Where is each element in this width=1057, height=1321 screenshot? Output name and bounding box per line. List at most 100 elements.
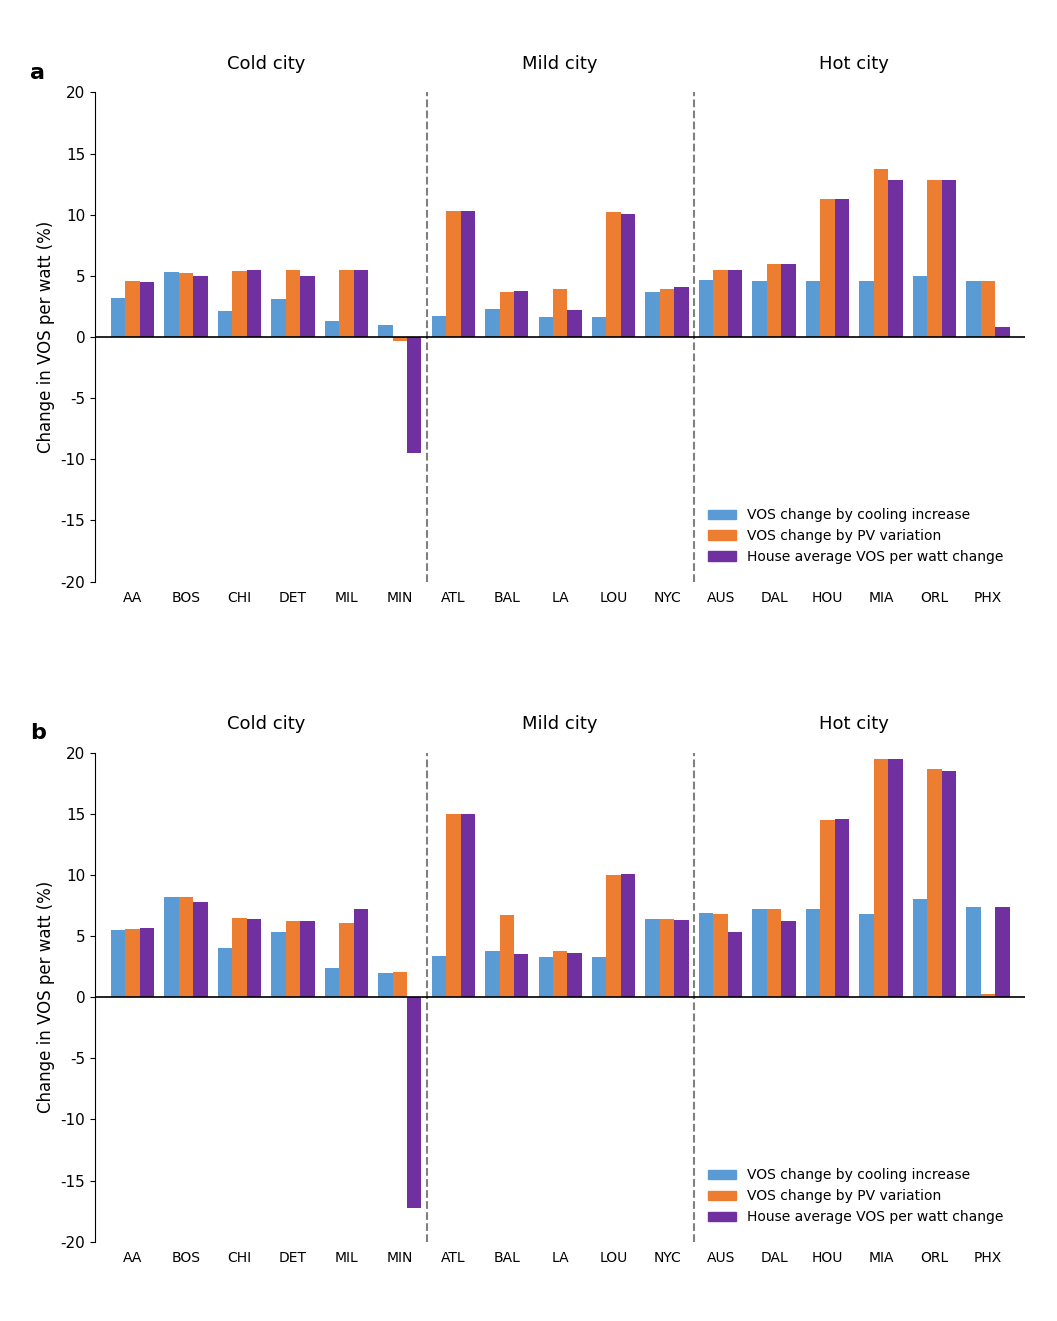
Bar	[646, 919, 660, 997]
Bar	[218, 312, 233, 337]
Legend: VOS change by cooling increase, VOS change by PV variation, House average VOS pe: VOS change by cooling increase, VOS chan…	[703, 1162, 1009, 1230]
Bar	[354, 269, 368, 337]
Bar	[485, 951, 500, 997]
Bar	[568, 954, 581, 997]
Bar	[514, 291, 528, 337]
Bar	[140, 281, 154, 337]
Bar	[913, 900, 927, 997]
Text: Mild city: Mild city	[522, 715, 598, 733]
Bar	[620, 873, 635, 997]
Bar	[378, 972, 392, 997]
Y-axis label: Change in VOS per watt (%): Change in VOS per watt (%)	[37, 881, 55, 1114]
Text: Hot city: Hot city	[819, 55, 889, 73]
Bar	[805, 281, 820, 337]
Bar	[407, 997, 422, 1207]
Bar	[942, 771, 957, 997]
Bar	[461, 211, 475, 337]
Bar	[820, 820, 835, 997]
Bar	[607, 875, 620, 997]
Bar	[981, 993, 995, 997]
Bar	[111, 297, 126, 337]
Bar	[592, 317, 607, 337]
Bar	[164, 897, 179, 997]
Bar	[646, 292, 660, 337]
Bar	[179, 897, 193, 997]
Bar	[981, 281, 995, 337]
Bar	[620, 214, 635, 337]
Bar	[446, 814, 461, 997]
Bar	[805, 909, 820, 997]
Bar	[246, 919, 261, 997]
Bar	[431, 955, 446, 997]
Bar	[728, 269, 742, 337]
Bar	[874, 169, 888, 337]
Bar	[140, 927, 154, 997]
Bar	[324, 968, 339, 997]
Bar	[111, 930, 126, 997]
Bar	[285, 269, 300, 337]
Bar	[607, 213, 620, 337]
Bar	[272, 933, 285, 997]
Bar	[539, 956, 553, 997]
Bar	[781, 922, 796, 997]
Bar	[233, 918, 246, 997]
Bar	[553, 951, 568, 997]
Bar	[392, 971, 407, 997]
Bar	[835, 819, 849, 997]
Bar	[392, 337, 407, 341]
Text: a: a	[30, 63, 45, 83]
Bar	[568, 310, 581, 337]
Bar	[995, 906, 1009, 997]
Bar	[942, 181, 957, 337]
Text: b: b	[30, 724, 45, 744]
Bar	[927, 769, 942, 997]
Bar	[539, 317, 553, 337]
Bar	[713, 914, 728, 997]
Bar	[246, 269, 261, 337]
Bar	[485, 309, 500, 337]
Bar	[699, 913, 713, 997]
Bar	[378, 325, 392, 337]
Bar	[835, 199, 849, 337]
Bar	[728, 933, 742, 997]
Bar	[179, 273, 193, 337]
Bar	[233, 271, 246, 337]
Bar	[339, 922, 354, 997]
Text: Mild city: Mild city	[522, 55, 598, 73]
Bar	[888, 758, 903, 997]
Bar	[218, 948, 233, 997]
Bar	[339, 269, 354, 337]
Bar	[859, 914, 874, 997]
Bar	[553, 289, 568, 337]
Bar	[753, 281, 766, 337]
Bar	[753, 909, 766, 997]
Bar	[913, 276, 927, 337]
Bar	[966, 906, 981, 997]
Bar	[927, 181, 942, 337]
Bar	[164, 272, 179, 337]
Bar	[300, 922, 315, 997]
Bar	[407, 337, 422, 453]
Bar	[193, 276, 207, 337]
Bar	[431, 316, 446, 337]
Bar	[888, 181, 903, 337]
Bar	[674, 287, 689, 337]
Bar	[660, 289, 674, 337]
Bar	[300, 276, 315, 337]
Bar	[995, 328, 1009, 337]
Bar	[354, 909, 368, 997]
Text: Hot city: Hot city	[819, 715, 889, 733]
Text: Cold city: Cold city	[227, 55, 305, 73]
Bar	[781, 264, 796, 337]
Bar	[713, 269, 728, 337]
Bar	[766, 909, 781, 997]
Bar	[514, 954, 528, 997]
Bar	[285, 922, 300, 997]
Bar	[660, 919, 674, 997]
Bar	[966, 281, 981, 337]
Bar	[272, 299, 285, 337]
Bar	[766, 264, 781, 337]
Bar	[592, 956, 607, 997]
Bar	[446, 211, 461, 337]
Bar	[193, 902, 207, 997]
